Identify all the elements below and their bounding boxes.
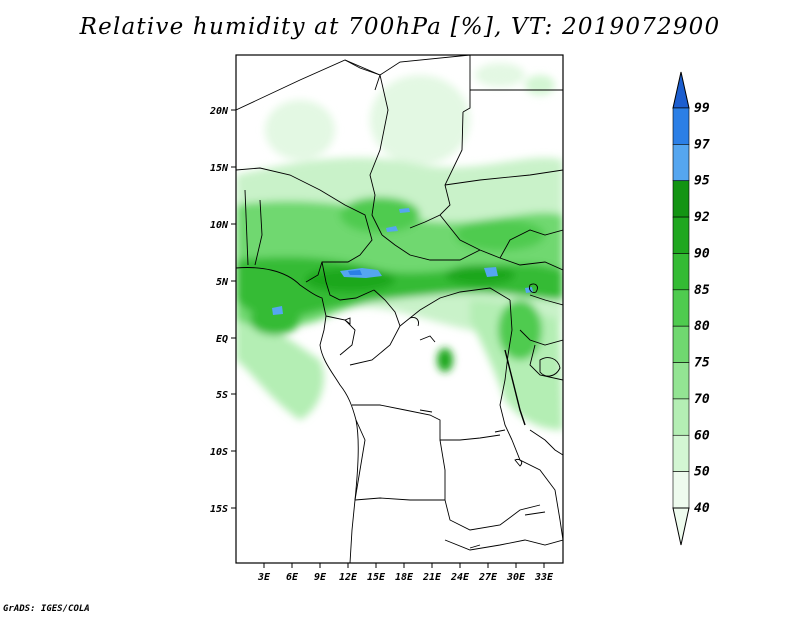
colorbar-segment [672, 289, 690, 327]
latitude-labels: 20N 15N 10N 5N EQ 5S 10S 15S [209, 106, 229, 515]
lat-label: 15S [210, 504, 228, 515]
lat-label: 5S [216, 390, 228, 401]
colorbar-label: 75 [694, 356, 710, 371]
colorbar-label: 40 [694, 501, 710, 516]
colorbar-bottom-triangle [672, 507, 690, 546]
colorbar-segment [672, 398, 690, 436]
lat-label: 15N [210, 163, 229, 174]
colorbar-segment [672, 253, 690, 291]
lat-label: 20N [209, 106, 229, 117]
lon-label: 27E [478, 572, 498, 583]
lon-label: 15E [367, 572, 386, 583]
lat-label: 10N [210, 220, 229, 231]
colorbar-label: 92 [694, 210, 710, 225]
lon-label: 33E [534, 572, 554, 583]
colorbar-segment [672, 434, 690, 472]
colorbar: 99 97 95 92 90 85 80 75 70 60 50 40 [672, 71, 710, 546]
lon-label: 24E [450, 572, 470, 583]
lat-label: EQ [216, 334, 228, 345]
colorbar-segment [672, 107, 690, 145]
lon-label: 18E [395, 572, 414, 583]
colorbar-segment [672, 362, 690, 400]
colorbar-label: 80 [694, 319, 710, 334]
longitude-labels: 3E 6E 9E 12E 15E 18E 21E 24E 27E 30E 33E [257, 572, 554, 583]
lon-label: 9E [314, 572, 327, 583]
map-frame [235, 54, 564, 564]
colorbar-label: 70 [694, 392, 710, 407]
colorbar-segment [672, 216, 690, 254]
lon-label: 3E [257, 572, 271, 583]
colorbar-segment [672, 144, 690, 182]
colorbar-label: 99 [694, 101, 710, 116]
lat-label: 10S [210, 447, 228, 458]
colorbar-label: 95 [694, 174, 710, 189]
lon-label: 30E [506, 572, 526, 583]
colorbar-label: 50 [694, 465, 710, 480]
colorbar-segment [672, 180, 690, 218]
colorbar-label: 60 [694, 428, 710, 443]
colorbar-top-triangle [672, 71, 690, 109]
grads-credit: GrADS: IGES/COLA [3, 604, 90, 614]
colorbar-label: 85 [694, 283, 710, 298]
map-title: Relative humidity at 700hPa [%], VT: 201… [79, 14, 721, 40]
lon-label: 12E [339, 572, 358, 583]
axis-tick-marks [231, 109, 545, 568]
lon-label: 6E [286, 572, 299, 583]
lon-label: 21E [422, 572, 442, 583]
colorbar-segment [672, 471, 690, 509]
lat-label: 5N [216, 277, 229, 288]
country-borders [236, 55, 563, 563]
colorbar-label: 97 [694, 137, 710, 152]
colorbar-segment [672, 325, 690, 363]
colorbar-label: 90 [694, 246, 710, 261]
humidity-shading [236, 63, 563, 430]
